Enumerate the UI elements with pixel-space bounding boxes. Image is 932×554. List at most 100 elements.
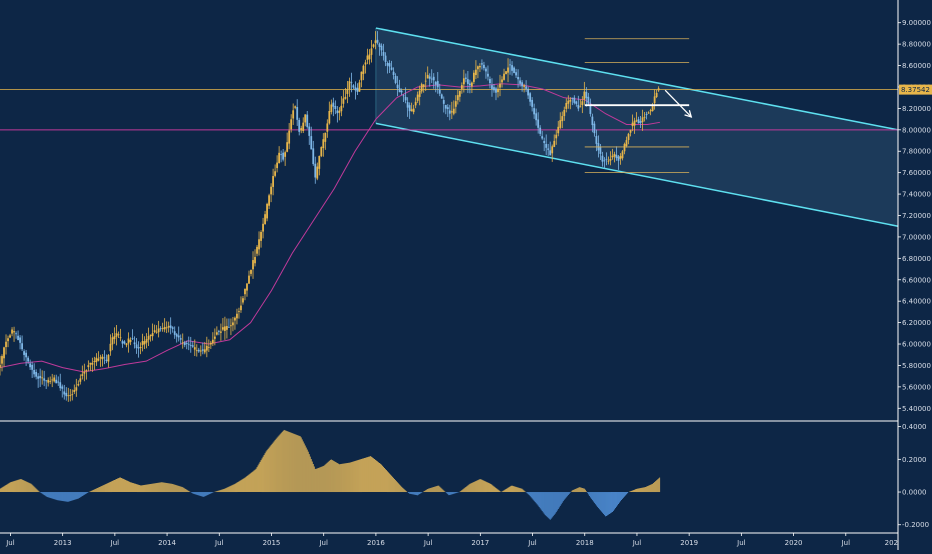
- candle-body: [619, 156, 622, 159]
- candle-body: [274, 171, 277, 176]
- candle: [350, 72, 353, 93]
- candle-body: [368, 54, 371, 60]
- candle-body: [153, 330, 156, 333]
- candle-body: [145, 339, 148, 343]
- candle: [99, 354, 102, 367]
- candle-body: [47, 379, 50, 383]
- candle-body: [197, 349, 200, 352]
- candle-body: [254, 257, 256, 264]
- candle-body: [310, 136, 313, 150]
- candle-body: [340, 105, 343, 112]
- price-tick-label: 6.40000: [902, 298, 931, 306]
- candle-body: [284, 152, 287, 157]
- candle-body: [370, 48, 373, 55]
- candle-body: [43, 378, 46, 381]
- candle: [87, 360, 90, 372]
- candle-body: [147, 336, 150, 340]
- candle: [123, 340, 126, 345]
- candle: [290, 114, 293, 133]
- candle: [418, 85, 421, 106]
- candle: [69, 388, 72, 402]
- candle: [460, 82, 463, 94]
- candle: [402, 94, 405, 103]
- candle-body: [272, 176, 274, 187]
- candle: [161, 322, 164, 332]
- candle: [491, 78, 493, 97]
- candle: [571, 97, 574, 106]
- candle: [336, 106, 339, 123]
- candle: [382, 43, 385, 61]
- candle-body: [472, 72, 475, 82]
- candle: [553, 134, 556, 148]
- candle: [569, 97, 572, 110]
- candle-body: [464, 77, 467, 79]
- candle: [545, 134, 548, 156]
- candle-body: [418, 90, 421, 97]
- candle: [121, 339, 124, 348]
- candle-body: [1, 356, 3, 364]
- candle: [334, 100, 337, 115]
- candle-body: [165, 327, 168, 329]
- candle-body: [87, 365, 90, 368]
- candle: [248, 270, 250, 284]
- candle: [412, 104, 415, 115]
- oscillator-tick-label: 0.0000: [902, 489, 927, 497]
- candle: [581, 96, 584, 114]
- candle-body: [17, 335, 19, 341]
- candle: [587, 92, 590, 107]
- candle: [529, 92, 532, 106]
- candle: [394, 73, 397, 85]
- candle: [370, 39, 373, 63]
- candle: [410, 102, 413, 112]
- candle: [430, 69, 433, 83]
- candle-body: [177, 335, 180, 338]
- candle: [230, 318, 232, 336]
- candle-body: [617, 156, 620, 161]
- candle-body: [605, 158, 608, 160]
- candle: [609, 151, 612, 166]
- candle: [232, 316, 234, 332]
- candle: [316, 162, 319, 181]
- price-tick-label: 8.80000: [902, 41, 931, 49]
- candle: [19, 335, 21, 350]
- candle-body: [11, 329, 13, 334]
- candle-body: [324, 132, 327, 142]
- candle-body: [201, 349, 204, 351]
- candle-body: [79, 378, 82, 382]
- candle-body: [336, 110, 339, 114]
- candle-body: [466, 79, 469, 84]
- candle-body: [607, 160, 610, 162]
- candle-body: [9, 335, 11, 338]
- candle: [37, 373, 40, 388]
- candle-body: [420, 84, 423, 92]
- candle: [215, 326, 218, 336]
- candle: [79, 374, 82, 385]
- candle: [292, 103, 295, 125]
- candle-body: [224, 326, 226, 331]
- candle: [424, 72, 427, 91]
- candle-body: [513, 67, 515, 73]
- price-tick-label: 8.20000: [902, 105, 931, 113]
- candle: [470, 81, 473, 94]
- candle-body: [462, 78, 465, 85]
- candle-body: [569, 99, 572, 102]
- candle: [157, 320, 160, 338]
- candle-body: [583, 91, 586, 100]
- candle-body: [651, 106, 654, 112]
- candle: [505, 71, 507, 75]
- candle: [119, 328, 122, 342]
- candle-body: [384, 55, 387, 62]
- candle-body: [593, 123, 596, 134]
- candle: [366, 48, 369, 65]
- candle: [601, 151, 604, 167]
- candle: [539, 125, 542, 137]
- candle-body: [643, 116, 646, 118]
- candle: [127, 332, 130, 353]
- candle: [115, 324, 118, 346]
- candle-body: [537, 119, 540, 128]
- candle: [199, 345, 202, 357]
- candle-body: [125, 343, 128, 346]
- time-tick-label: Jul: [841, 539, 851, 547]
- candle: [137, 341, 140, 358]
- candle-body: [258, 239, 260, 250]
